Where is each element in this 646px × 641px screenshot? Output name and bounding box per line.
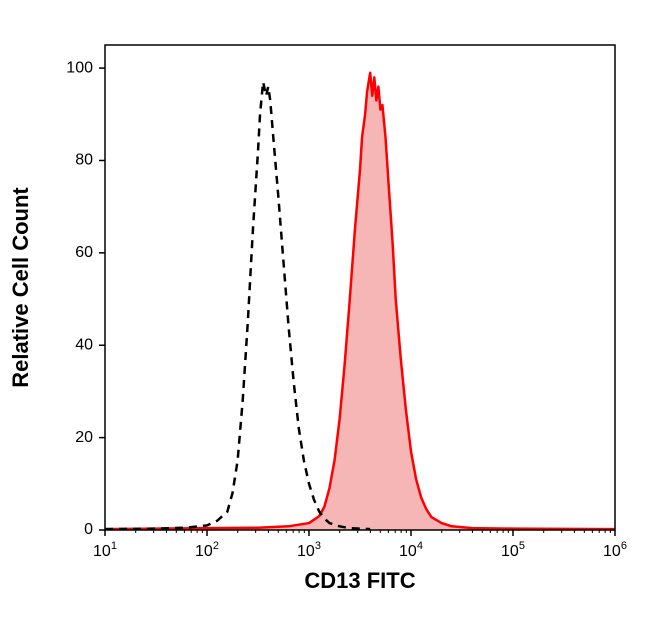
svg-text:102: 102 (195, 540, 219, 560)
flow-cytometry-histogram: 0 20 40 60 80 100 Relative Cell Count 101 102 103… (0, 0, 646, 641)
svg-text:105: 105 (501, 540, 525, 560)
chart-svg: 0 20 40 60 80 100 Relative Cell Count 101 102 103… (0, 0, 646, 641)
svg-text:104: 104 (399, 540, 423, 560)
svg-text:40: 40 (75, 336, 93, 353)
svg-text:103: 103 (297, 540, 321, 560)
svg-text:20: 20 (75, 429, 93, 446)
svg-text:80: 80 (75, 152, 93, 169)
svg-text:60: 60 (75, 244, 93, 261)
svg-text:CD13 FITC: CD13 FITC (304, 568, 415, 593)
svg-text:106: 106 (603, 540, 627, 560)
svg-text:Relative Cell Count: Relative Cell Count (8, 187, 33, 388)
svg-text:100: 100 (66, 59, 93, 76)
svg-text:101: 101 (93, 540, 117, 560)
svg-text:0: 0 (84, 521, 93, 538)
